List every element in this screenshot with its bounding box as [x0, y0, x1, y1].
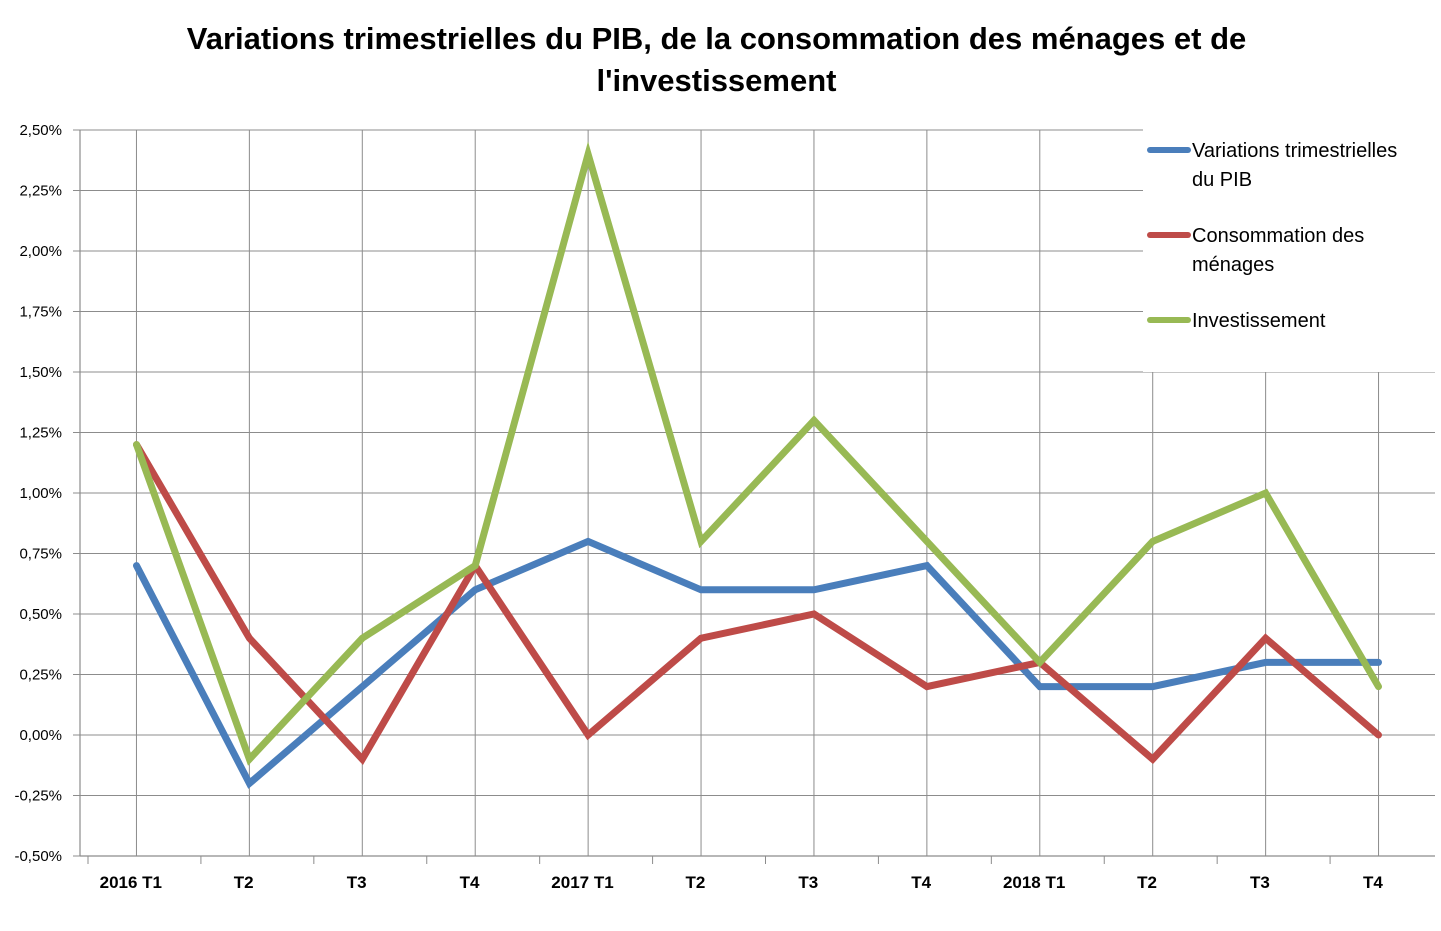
y-tick-label: 0,75%: [19, 546, 62, 563]
x-tick-label: T2: [234, 873, 254, 892]
x-tick-label: T4: [911, 873, 931, 892]
series-lines: [133, 141, 1382, 789]
y-tick-label: 2,00%: [19, 243, 62, 260]
x-tick-label: T4: [1363, 873, 1383, 892]
chart-title: Variations trimestrielles du PIB, de la …: [186, 21, 1247, 98]
x-tick-label: 2017 T1: [551, 873, 613, 892]
y-tick-label: 1,50%: [19, 364, 62, 381]
gridlines: [80, 129, 1435, 857]
x-tick-label: T2: [1137, 873, 1157, 892]
y-tick-label: 1,25%: [19, 425, 62, 442]
y-tick-label: -0,50%: [14, 848, 62, 865]
axes: [73, 129, 1435, 864]
y-tick-label: -0,25%: [14, 788, 62, 805]
x-axis-tick-labels: 2016 T1 T2 T3 T4 2017 T1 T2 T3 T4 2018 T1 T2 T3 T4: [100, 873, 1384, 892]
legend-entry-label: ménages: [1192, 254, 1274, 276]
legend-background: [1143, 128, 1435, 372]
y-tick-label: 2,50%: [19, 122, 62, 139]
y-tick-label: 2,25%: [19, 183, 62, 200]
legend: Variations trimestrielles du PIB Consommat…: [1143, 128, 1435, 372]
series-line-2: [133, 441, 1382, 766]
legend-entry-label: Consommation des: [1192, 225, 1364, 247]
series-line-1: [133, 537, 1382, 789]
x-tick-label: T3: [347, 873, 367, 892]
x-tick-label: 2016 T1: [100, 873, 162, 892]
legend-entry-label: du PIB: [1192, 169, 1252, 191]
y-tick-label: 0,50%: [19, 606, 62, 623]
x-tick-label: T4: [460, 873, 480, 892]
y-tick-label: 1,75%: [19, 304, 62, 321]
x-tick-label: 2018 T1: [1003, 873, 1065, 892]
y-tick-label: 1,00%: [19, 485, 62, 502]
x-tick-label: T2: [685, 873, 705, 892]
y-tick-label: 0,25%: [19, 667, 62, 684]
legend-entry-label: Variations trimestrielles: [1192, 140, 1397, 162]
x-tick-label: T3: [798, 873, 818, 892]
x-tick-label: T3: [1250, 873, 1270, 892]
series-line-3: [133, 141, 1382, 766]
y-tick-label: 0,00%: [19, 727, 62, 744]
y-axis-tick-labels: -0,50% -0,25% 0,00% 0,25% 0,50% 0,75% 1,00% 1,2…: [14, 122, 62, 865]
legend-entry-label: Investissement: [1192, 310, 1326, 332]
